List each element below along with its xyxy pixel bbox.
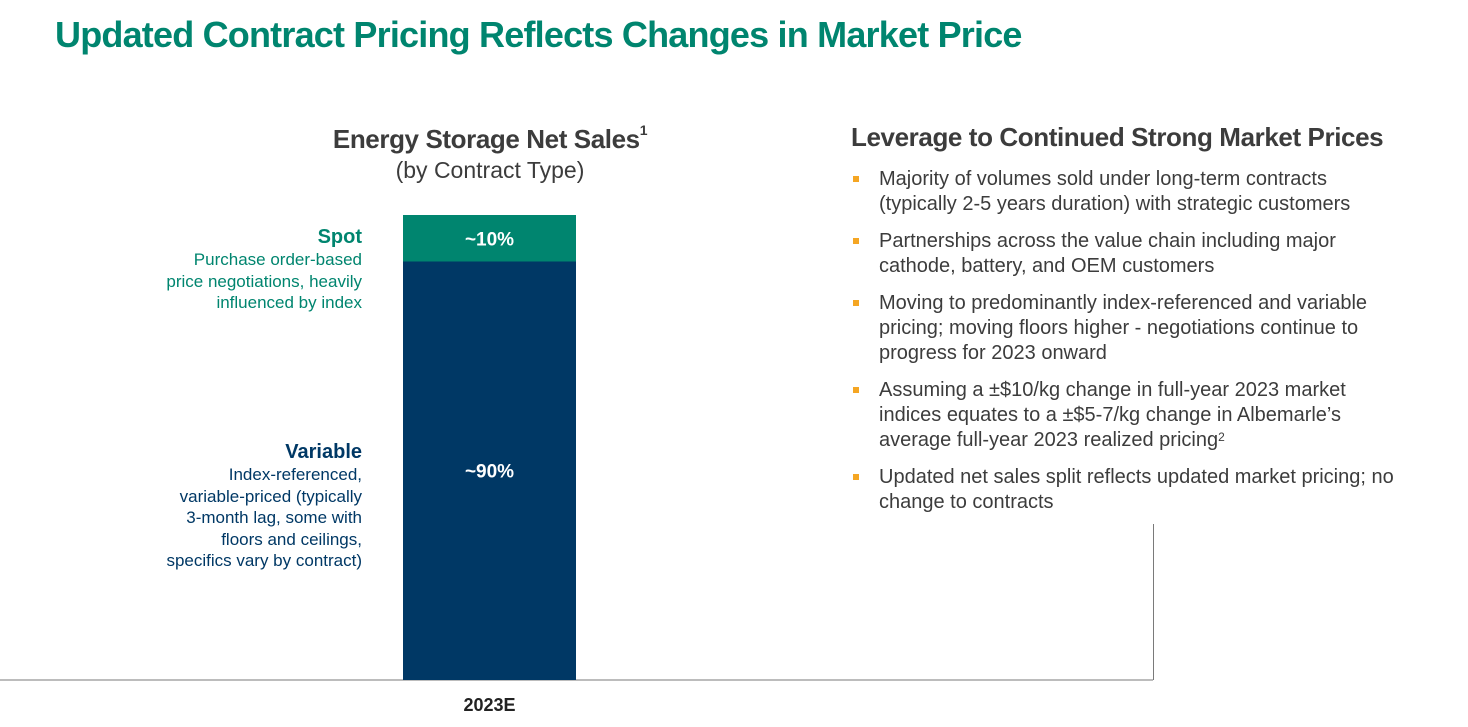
chart-subtitle: (by Contract Type) bbox=[395, 157, 585, 183]
bullet-line: Assuming a ±$10/kg change in full-year 2… bbox=[879, 379, 1346, 401]
chart-title-text: Energy Storage Net Sales bbox=[332, 124, 640, 154]
variable-label: Variable Index-referenced, variable-pric… bbox=[166, 440, 362, 572]
variable-desc-line: Index-referenced, bbox=[228, 465, 362, 484]
bar-segment-spot bbox=[403, 215, 576, 262]
bullet-square-icon bbox=[853, 387, 859, 393]
bullet-square-icon bbox=[853, 238, 859, 244]
spot-desc-line: Purchase order-based bbox=[193, 250, 362, 269]
bar-value-label-variable: ~90% bbox=[465, 462, 514, 483]
divider-line bbox=[1153, 524, 1154, 680]
bullet-line: cathode, battery, and OEM customers bbox=[879, 255, 1215, 277]
variable-desc-line: variable-priced (typically bbox=[179, 486, 362, 506]
bullet-item: Majority of volumes sold under long-term… bbox=[851, 167, 1441, 217]
x-tick-label: 2023E bbox=[463, 695, 515, 715]
variable-desc-line: specifics vary by contract) bbox=[166, 551, 362, 570]
bullet-line: Partnerships across the value chain incl… bbox=[879, 230, 1336, 252]
bullet-line: Updated net sales split reflects updated… bbox=[879, 466, 1394, 488]
bullet-line: (typically 2-5 years duration) with stra… bbox=[879, 193, 1351, 215]
variable-label-name: Variable bbox=[285, 441, 362, 463]
bullet-line: change to contracts bbox=[879, 491, 1054, 513]
bullet-list: Majority of volumes sold under long-term… bbox=[851, 167, 1441, 527]
bullet-line: average full-year 2023 realized pricing bbox=[879, 429, 1219, 451]
bullet-footnote: 2 bbox=[1218, 430, 1225, 444]
bullet-square-icon bbox=[853, 176, 859, 182]
bar-segment-variable bbox=[403, 261, 576, 680]
spot-label-name: Spot bbox=[317, 226, 362, 248]
bullet-item: Moving to predominantly index-referenced… bbox=[851, 291, 1441, 366]
bullet-line: indices equates to a ±$5-7/kg change in … bbox=[879, 404, 1342, 426]
bar-group: ~90% ~10% bbox=[403, 215, 576, 680]
right-panel-heading: Leverage to Continued Strong Market Pric… bbox=[851, 122, 1384, 152]
page-title: Updated Contract Pricing Reflects Change… bbox=[55, 14, 1022, 55]
spot-desc-line: influenced by index bbox=[216, 293, 362, 312]
bullet-item: Partnerships across the value chain incl… bbox=[851, 229, 1441, 279]
spot-label: Spot Purchase order-based price negotiat… bbox=[166, 225, 362, 314]
chart-title-footnote: 1 bbox=[639, 122, 648, 138]
bar-value-label-spot: ~10% bbox=[465, 229, 514, 250]
bullet-item: Assuming a ±$10/kg change in full-year 2… bbox=[851, 378, 1441, 453]
spot-desc-line: price negotiations, heavily bbox=[166, 271, 362, 291]
bullet-line: progress for 2023 onward bbox=[879, 342, 1107, 364]
bullet-square-icon bbox=[853, 474, 859, 480]
bullet-line: Majority of volumes sold under long-term… bbox=[879, 168, 1327, 190]
bullet-item: Updated net sales split reflects updated… bbox=[851, 465, 1441, 515]
bullet-square-icon bbox=[853, 300, 859, 306]
bullet-line: pricing; moving floors higher - negotiat… bbox=[879, 317, 1359, 339]
bullet-line: Moving to predominantly index-referenced… bbox=[879, 292, 1368, 314]
variable-desc-line: 3-month lag, some with bbox=[186, 508, 362, 527]
chart-title: Energy Storage Net Sales1 bbox=[290, 122, 690, 155]
variable-desc-line: floors and ceilings, bbox=[221, 529, 362, 549]
